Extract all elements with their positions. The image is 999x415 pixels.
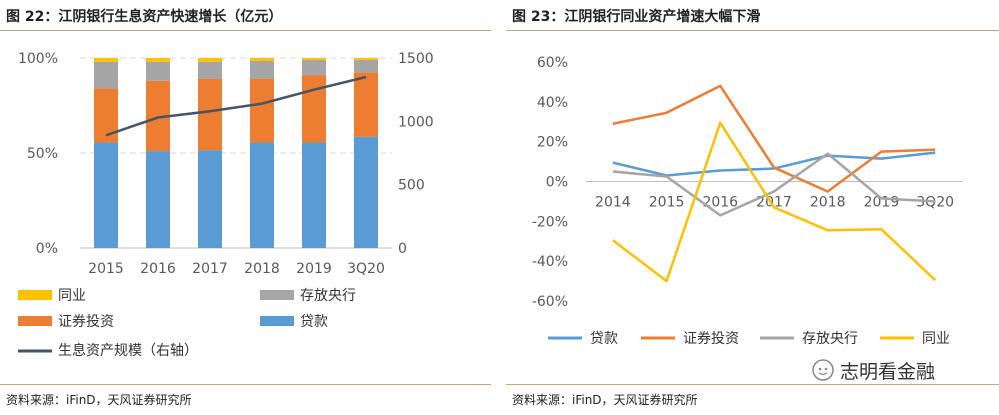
bar-securities bbox=[198, 78, 222, 151]
right-chart-source: 资料来源：iFinD，天风证券研究所 bbox=[512, 393, 698, 407]
y-left-tick-label: 100% bbox=[18, 51, 58, 67]
bar-central-bank bbox=[94, 61, 118, 89]
x-tick-label: 2018 bbox=[244, 261, 280, 277]
bar-central-bank bbox=[354, 59, 378, 73]
watermark: 志明看金融 bbox=[812, 357, 992, 383]
y-tick-label: -20% bbox=[532, 214, 568, 230]
y-tick-label: 20% bbox=[537, 135, 568, 151]
y-left-tick-label: 50% bbox=[27, 146, 58, 162]
y-tick-label: 40% bbox=[537, 95, 568, 111]
line-earning-assets bbox=[105, 75, 367, 137]
y-right-tick-label: 1000 bbox=[398, 114, 434, 130]
legend-securities-swatch bbox=[18, 316, 52, 326]
bar-central-bank bbox=[198, 61, 222, 79]
x-tick-label: 2017 bbox=[756, 195, 792, 211]
bar-central-bank bbox=[250, 60, 274, 79]
x-tick-label: 2015 bbox=[649, 195, 685, 211]
right-bottom-rule bbox=[506, 384, 999, 385]
bar-central-bank bbox=[302, 59, 326, 76]
bar-securities bbox=[302, 75, 326, 143]
x-tick-label: 2017 bbox=[192, 261, 228, 277]
bar-securities bbox=[250, 78, 274, 143]
left-top-rule bbox=[0, 30, 491, 31]
legend-interbank-swatch bbox=[18, 290, 52, 300]
legend-earning-assets-label: 生息资产规模（右轴） bbox=[58, 342, 198, 359]
y-left-tick-label: 0% bbox=[36, 241, 58, 257]
bar-interbank bbox=[250, 58, 274, 61]
bar-securities bbox=[354, 72, 378, 137]
bar-interbank bbox=[146, 58, 170, 62]
right-chart-title: 图 23：江阴银行同业资产增速大幅下滑 bbox=[512, 9, 761, 25]
line-interbank bbox=[612, 121, 937, 283]
legend-loans-label: 贷款 bbox=[300, 314, 328, 330]
line-securities bbox=[612, 84, 936, 193]
y-tick-label: -40% bbox=[532, 254, 568, 270]
bar-central-bank bbox=[146, 61, 170, 81]
line-loans bbox=[612, 151, 936, 177]
x-tick-label: 2016 bbox=[702, 195, 738, 211]
y-right-tick-label: 500 bbox=[398, 178, 425, 194]
x-tick-label: 2016 bbox=[140, 261, 176, 277]
bar-loans bbox=[354, 136, 378, 248]
bar-loans bbox=[94, 142, 118, 248]
legend-central-bank-label: 存放央行 bbox=[802, 331, 858, 347]
left-bottom-rule bbox=[0, 384, 491, 385]
y-tick-label: 60% bbox=[537, 55, 568, 71]
right-chart-panel: 图 23：江阴银行同业资产增速大幅下滑 -60% -40% -20% 0% 20% 40%… bbox=[506, 0, 999, 415]
x-tick-label: 2018 bbox=[810, 195, 846, 211]
left-chart-plot: 0% 50% 100% 0 500 1000 1500 2015 2016 2017 2018 201… bbox=[18, 51, 434, 359]
left-chart-source: 资料来源：iFinD，天风证券研究所 bbox=[6, 393, 192, 407]
x-tick-label: 2019 bbox=[296, 261, 332, 277]
bar-loans bbox=[250, 142, 274, 248]
left-chart-title: 图 22：江阴银行生息资产快速增长（亿元） bbox=[6, 9, 283, 25]
x-tick-label: 3Q20 bbox=[347, 261, 385, 277]
watermark-text: 志明看金融 bbox=[840, 361, 936, 383]
x-tick-label: 2014 bbox=[595, 195, 631, 211]
bar-interbank bbox=[198, 58, 222, 62]
bar-loans bbox=[146, 151, 170, 248]
line-central-bank bbox=[612, 152, 936, 217]
x-tick-label: 2015 bbox=[88, 261, 124, 277]
left-chart-panel: 图 22：江阴银行生息资产快速增长（亿元） 0% 50% 100% 0 500 1000 1… bbox=[0, 0, 491, 415]
legend-securities-label: 证券投资 bbox=[58, 314, 114, 330]
bar-interbank bbox=[354, 58, 378, 60]
legend-central-bank-swatch bbox=[260, 290, 294, 300]
y-tick-label: 0% bbox=[546, 175, 568, 191]
bar-interbank bbox=[302, 58, 326, 60]
legend-interbank-label: 同业 bbox=[922, 331, 950, 347]
y-right-tick-label: 0 bbox=[398, 241, 407, 257]
wechat-logo-icon bbox=[812, 359, 834, 381]
y-right-tick-label: 1500 bbox=[398, 51, 434, 67]
right-chart-plot: -60% -40% -20% 0% 20% 40% 60% 2014 2015 2016 2017 2… bbox=[532, 55, 962, 347]
legend-loans-label: 贷款 bbox=[590, 331, 618, 347]
bar-interbank bbox=[94, 58, 118, 62]
legend-securities-label: 证券投资 bbox=[683, 331, 739, 347]
x-tick-label: 3Q20 bbox=[916, 195, 954, 211]
legend-loans-swatch bbox=[260, 316, 294, 326]
y-tick-label: -60% bbox=[532, 294, 568, 310]
legend-central-bank-label: 存放央行 bbox=[300, 288, 356, 304]
bar-loans bbox=[302, 142, 326, 248]
legend-interbank-label: 同业 bbox=[58, 288, 86, 304]
right-top-rule bbox=[506, 30, 999, 31]
bar-loans bbox=[198, 150, 222, 248]
